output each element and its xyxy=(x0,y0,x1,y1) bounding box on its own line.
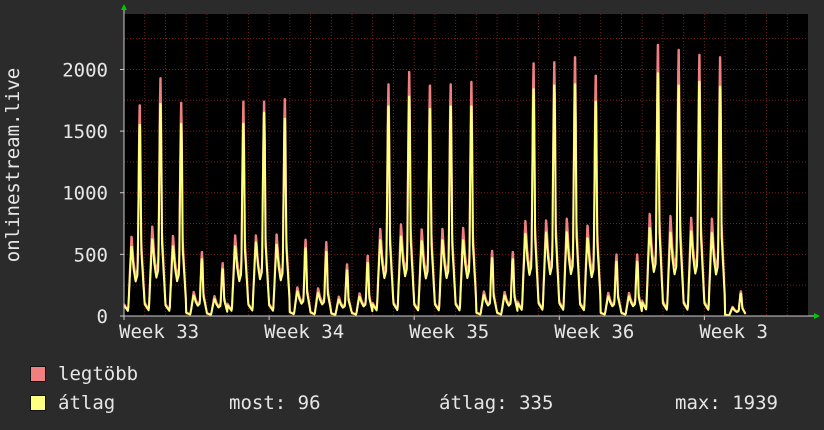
x-tick-label: Week 34 xyxy=(264,321,344,343)
series-lines xyxy=(123,43,747,317)
y-tick-label: 1500 xyxy=(62,121,108,143)
x-tick-label: Week 35 xyxy=(409,321,489,343)
y-tick-label: 0 xyxy=(97,306,108,328)
y-tick-label: 1000 xyxy=(62,183,108,205)
x-tick-label: Week 3 xyxy=(699,321,768,343)
legend-item-avg: átlag xyxy=(30,392,115,414)
stat-max: max: 1939 xyxy=(675,392,778,414)
grid-lines xyxy=(124,14,808,316)
x-tick-label: Week 36 xyxy=(554,321,634,343)
legend-swatch-avg xyxy=(30,395,46,411)
x-tick-label: Week 33 xyxy=(119,321,199,343)
legend-label-max: legtöbb xyxy=(58,363,139,385)
series-line-avg xyxy=(123,72,747,317)
y-axis-label: onlinestream.live xyxy=(2,68,24,262)
y-axis-arrow-icon xyxy=(121,4,127,10)
legend-swatch-max xyxy=(30,366,46,382)
x-axis-arrow-icon xyxy=(814,313,820,319)
x-tick-labels: Week 33 Week 34 Week 35 Week 36 Week 3 xyxy=(119,316,768,343)
stat-avg: átlag: 335 xyxy=(439,392,554,414)
y-tick-label: 500 xyxy=(74,244,108,266)
y-tick-labels: 0 500 1000 1500 2000 xyxy=(62,59,124,328)
stat-now: most: 96 xyxy=(229,392,321,414)
y-tick-label: 2000 xyxy=(62,59,108,81)
legend-label-avg: átlag xyxy=(58,392,116,414)
axes xyxy=(121,4,820,319)
legend-item-max: legtöbb xyxy=(30,363,138,385)
